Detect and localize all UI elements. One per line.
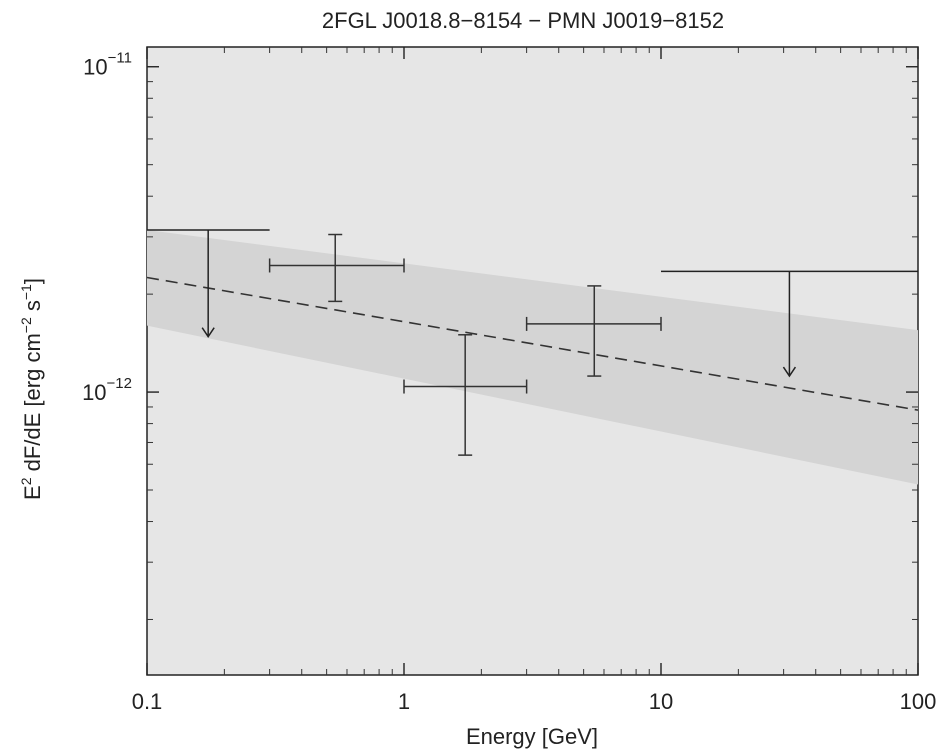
x-axis-title: Energy [GeV] xyxy=(466,724,598,749)
data-points-layer xyxy=(268,233,662,456)
upper-limit xyxy=(147,229,270,339)
x-tick-label: 10 xyxy=(649,689,673,714)
data-point xyxy=(525,285,662,377)
y-tick-label: 10−12 xyxy=(82,375,132,405)
upper-limit-arrow xyxy=(782,366,797,378)
y-axis-title: E2 dF/dE [erg cm−2 s−1] xyxy=(18,278,45,500)
model-line xyxy=(146,276,919,411)
uncertainty-band-layer xyxy=(147,229,918,485)
model-line-layer xyxy=(146,276,919,411)
x-axis: 0.1 1 10 100 xyxy=(132,47,937,714)
chart-title: 2FGL J0018.8−8154 − PMN J0019−8152 xyxy=(322,8,724,33)
x-tick-label: 0.1 xyxy=(132,689,163,714)
y-axis-title-text: E xyxy=(20,485,45,500)
uncertainty-band xyxy=(147,229,918,485)
y-axis: 10−12 10−11 xyxy=(82,50,918,620)
data-point xyxy=(403,334,528,456)
upper-limit xyxy=(661,270,918,378)
x-tick-label: 1 xyxy=(398,689,410,714)
x-tick-label: 100 xyxy=(900,689,937,714)
data-point xyxy=(268,233,405,303)
y-tick-label: 10−11 xyxy=(83,50,132,80)
upper-limits-layer xyxy=(147,229,918,378)
upper-limit-arrow xyxy=(201,327,215,339)
